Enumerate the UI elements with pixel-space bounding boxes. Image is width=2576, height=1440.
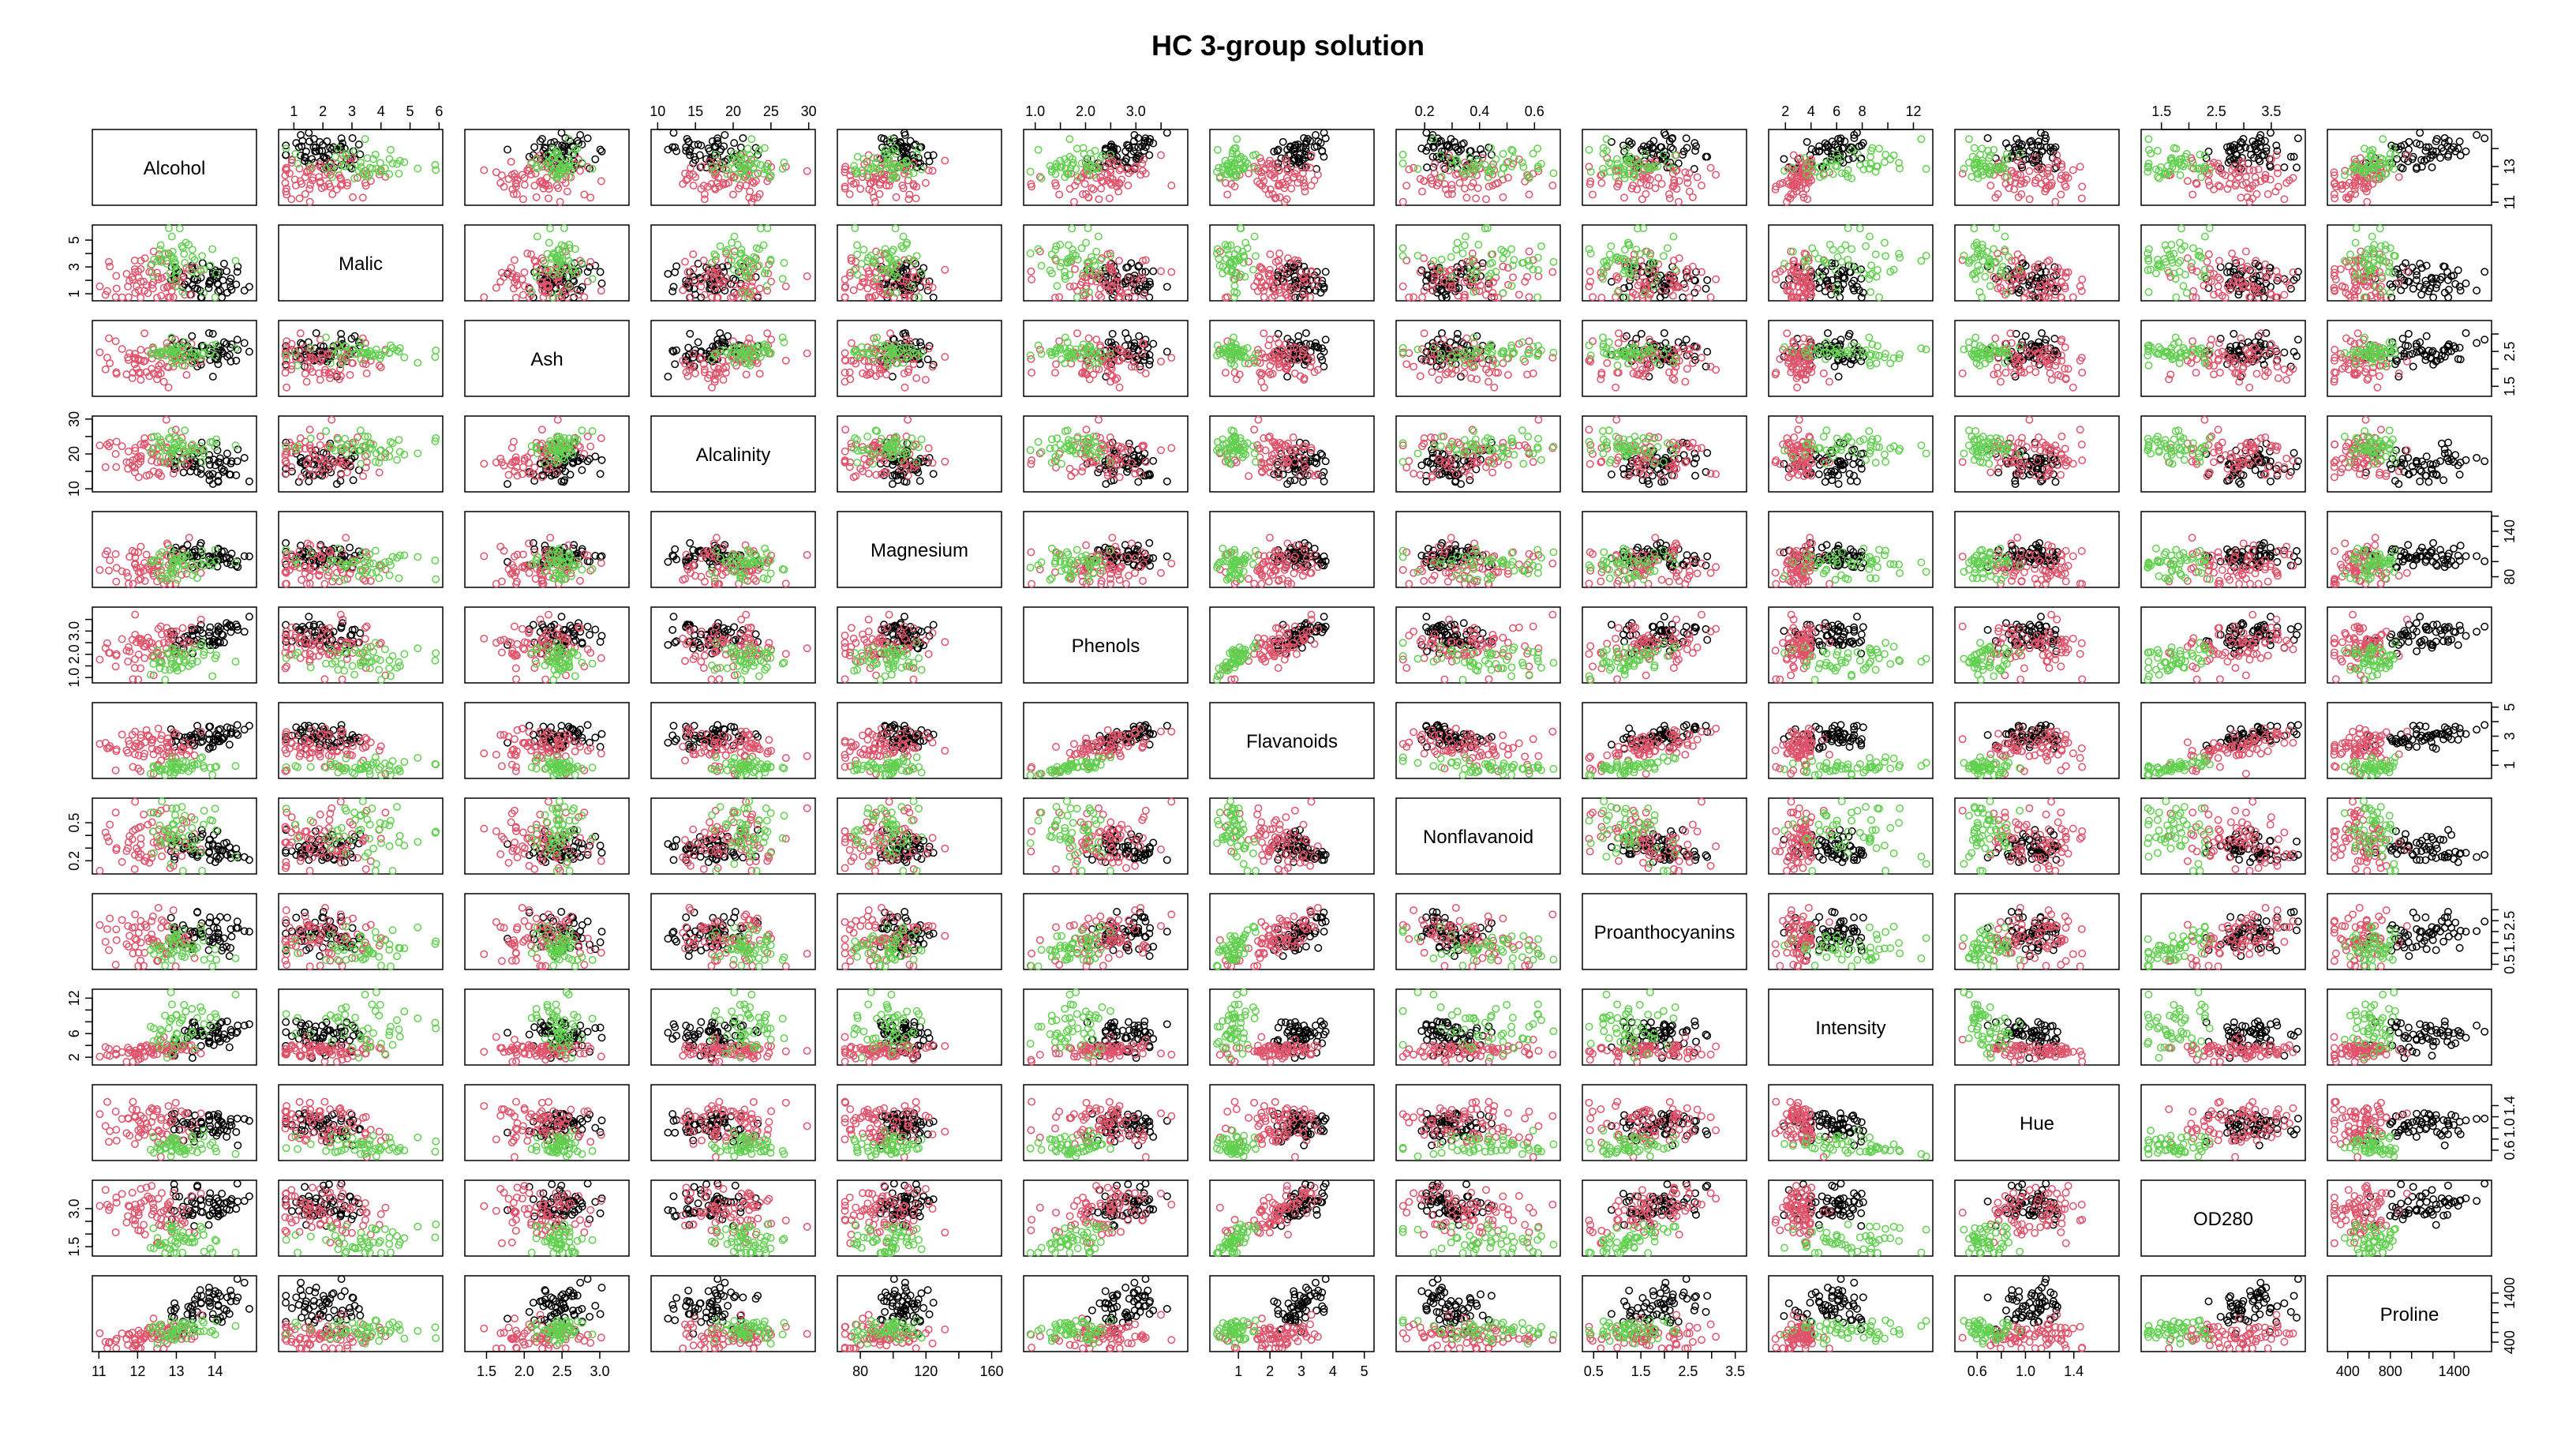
variable-label-ash: Ash <box>530 349 563 370</box>
variable-label-malic: Malic <box>339 253 383 275</box>
variable-label-alcohol: Alcohol <box>144 158 206 179</box>
chart-title: HC 3-group solution <box>1151 29 1425 62</box>
